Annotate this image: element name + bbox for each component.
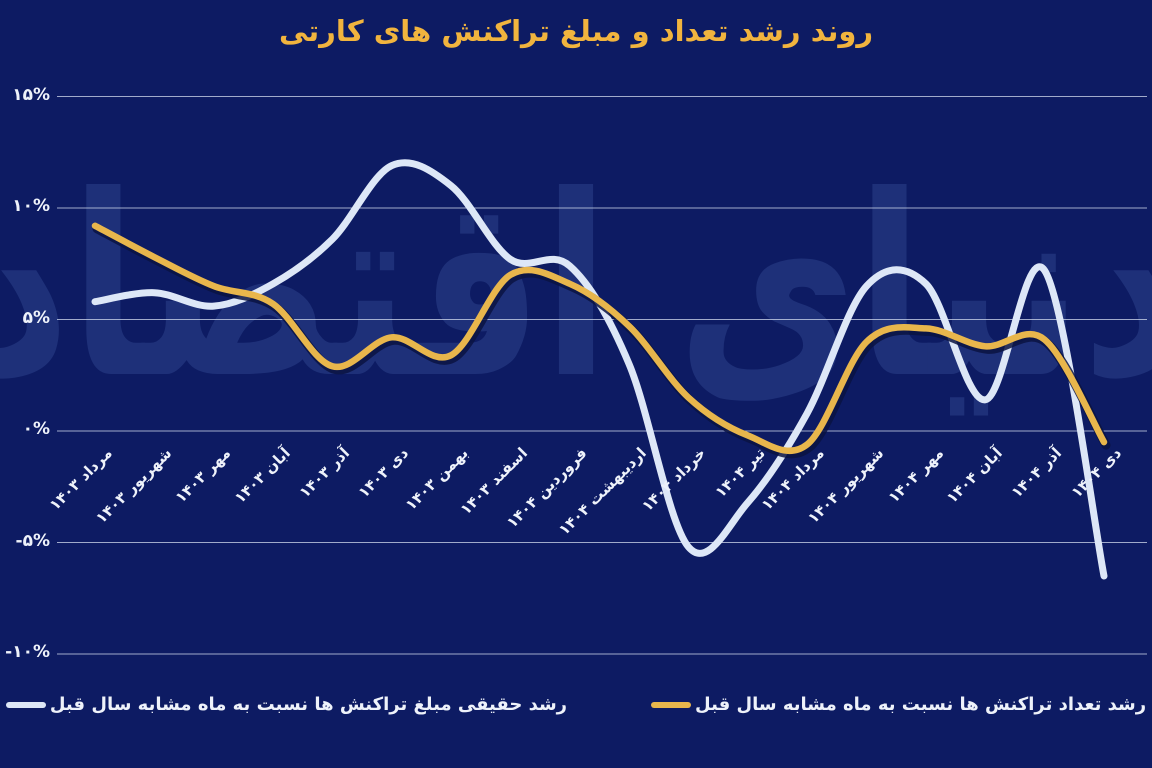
count-line-shadow	[92, 224, 1111, 459]
series-lines	[91, 159, 1111, 580]
legend-label-amount: رشد حقیقی مبلغ تراکنش ها نسبت به ماه مشا…	[49, 694, 568, 715]
count-line	[91, 222, 1108, 455]
legend-label-count: رشد تعداد تراکنش ها نسبت به ماه مشابه سا…	[695, 694, 1147, 715]
count-line-swatch	[651, 701, 692, 708]
gridlines	[57, 96, 1147, 655]
legend: رشد حقیقی مبلغ تراکنش ها نسبت به ماه مشا…	[0, 694, 1152, 715]
legend-item-amount: رشد حقیقی مبلغ تراکنش ها نسبت به ماه مشا…	[5, 694, 568, 715]
amount-line	[91, 159, 1108, 580]
amount-line-swatch	[5, 701, 46, 708]
legend-item-count: رشد تعداد تراکنش ها نسبت به ماه مشابه سا…	[651, 694, 1146, 715]
chart-title: روند رشد تعداد و مبلغ تراکنش های کارتی	[278, 14, 874, 48]
